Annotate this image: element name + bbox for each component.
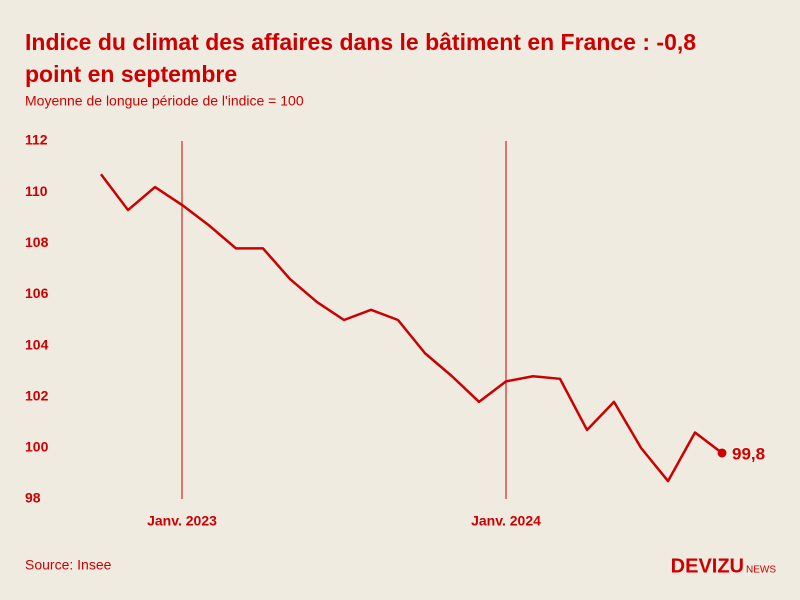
source: Source: Insee [25, 557, 112, 573]
y-tick-label: 98 [25, 490, 41, 506]
value-label: 99,8 [732, 444, 765, 463]
chart-title-line1: Indice du climat des affaires dans le bâ… [25, 29, 696, 55]
line [100, 173, 723, 483]
point [717, 448, 727, 458]
x-tick-label: Janv. 2024 [471, 513, 541, 529]
y-tick-label: 110 [25, 183, 48, 199]
y-tick-label: 112 [25, 132, 48, 148]
x-tick-label: Janv. 2023 [147, 513, 217, 529]
y-tick-label: 108 [25, 234, 49, 250]
brand-suffix: NEWS [746, 565, 776, 576]
y-tick-label: 102 [25, 387, 49, 403]
brand: DEVIZU [671, 555, 744, 577]
y-tick-label: 104 [25, 336, 49, 352]
y-tick-label: 100 [25, 439, 49, 455]
chart-subtitle: Moyenne de longue période de l'indice = … [25, 93, 304, 109]
chart-title-line2: point en septembre [25, 61, 237, 87]
y-tick-label: 106 [25, 285, 49, 301]
